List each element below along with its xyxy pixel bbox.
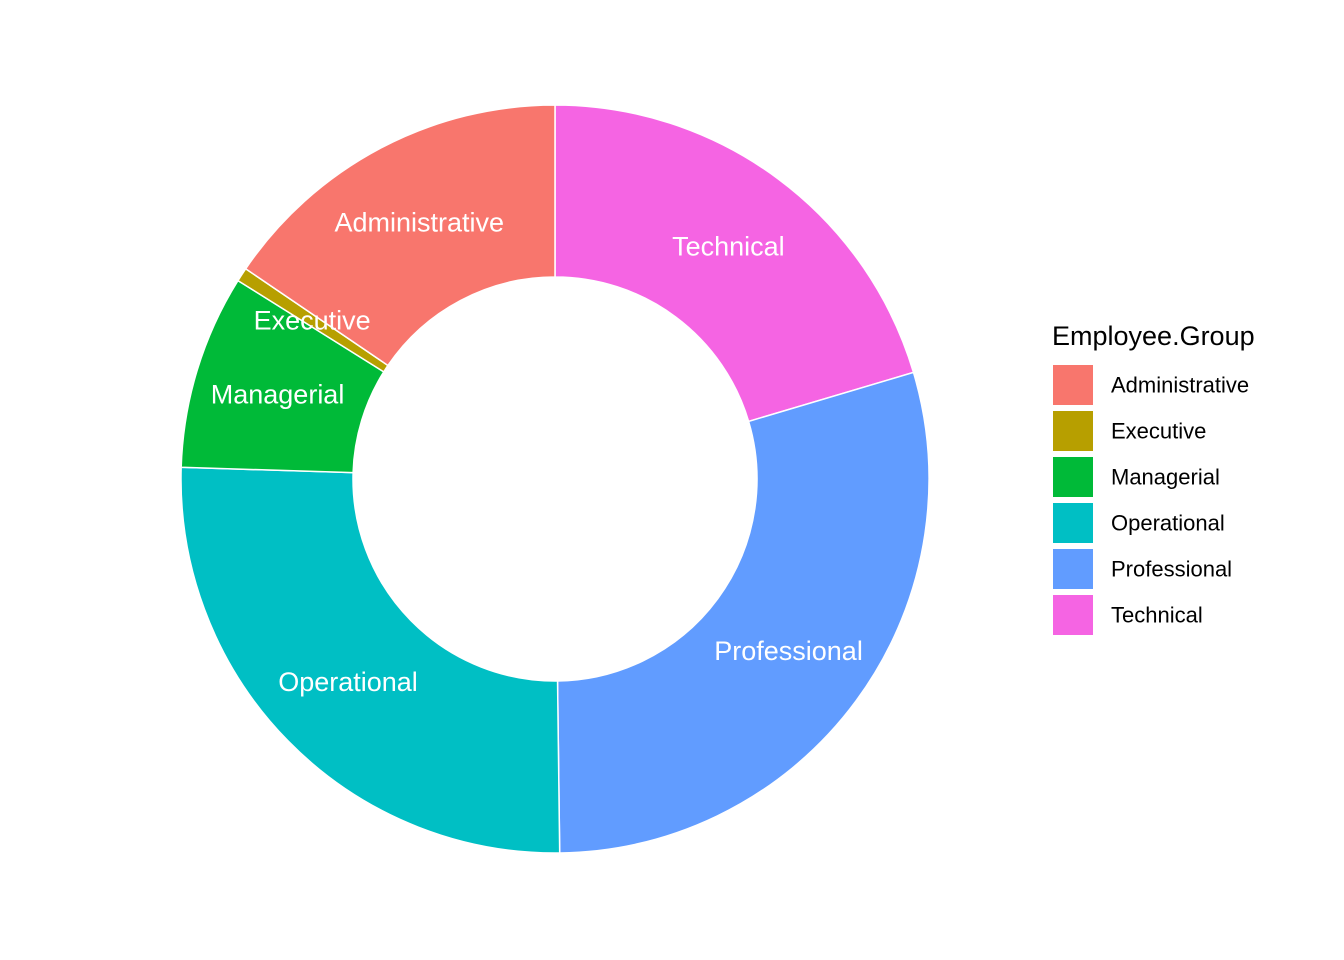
slice-label-professional: Professional xyxy=(714,636,863,666)
legend-items: Administrative Executive Managerial Operati… xyxy=(1053,365,1249,635)
legend-label-administrative: Administrative xyxy=(1111,373,1249,398)
legend-label-technical: Technical xyxy=(1111,603,1203,628)
slice-label-administrative: Administrative xyxy=(335,208,505,238)
slice-technical xyxy=(554,104,915,423)
slice-label-operational: Operational xyxy=(278,667,418,697)
legend-title: Employee.Group xyxy=(1052,321,1255,351)
legend-key-administrative xyxy=(1053,365,1093,405)
slice-labels: Technical Professional Operational Manageri… xyxy=(211,208,863,697)
legend-key-executive xyxy=(1053,411,1093,451)
slice-label-managerial: Managerial xyxy=(211,380,345,410)
legend-label-managerial: Managerial xyxy=(1111,465,1220,490)
slice-administrative xyxy=(244,104,556,367)
legend-label-executive: Executive xyxy=(1111,419,1206,444)
legend-label-operational: Operational xyxy=(1111,511,1225,536)
slice-label-technical: Technical xyxy=(672,232,785,262)
donut-slices xyxy=(180,104,930,854)
legend-key-technical xyxy=(1053,595,1093,635)
legend-label-professional: Professional xyxy=(1111,557,1232,582)
legend-key-professional xyxy=(1053,549,1093,589)
legend: Employee.Group Administrative Executive Ma… xyxy=(1052,321,1255,635)
legend-key-operational xyxy=(1053,503,1093,543)
slice-operational xyxy=(180,466,561,854)
slice-label-executive: Executive xyxy=(254,306,371,336)
slice-professional xyxy=(556,371,930,854)
legend-key-managerial xyxy=(1053,457,1093,497)
